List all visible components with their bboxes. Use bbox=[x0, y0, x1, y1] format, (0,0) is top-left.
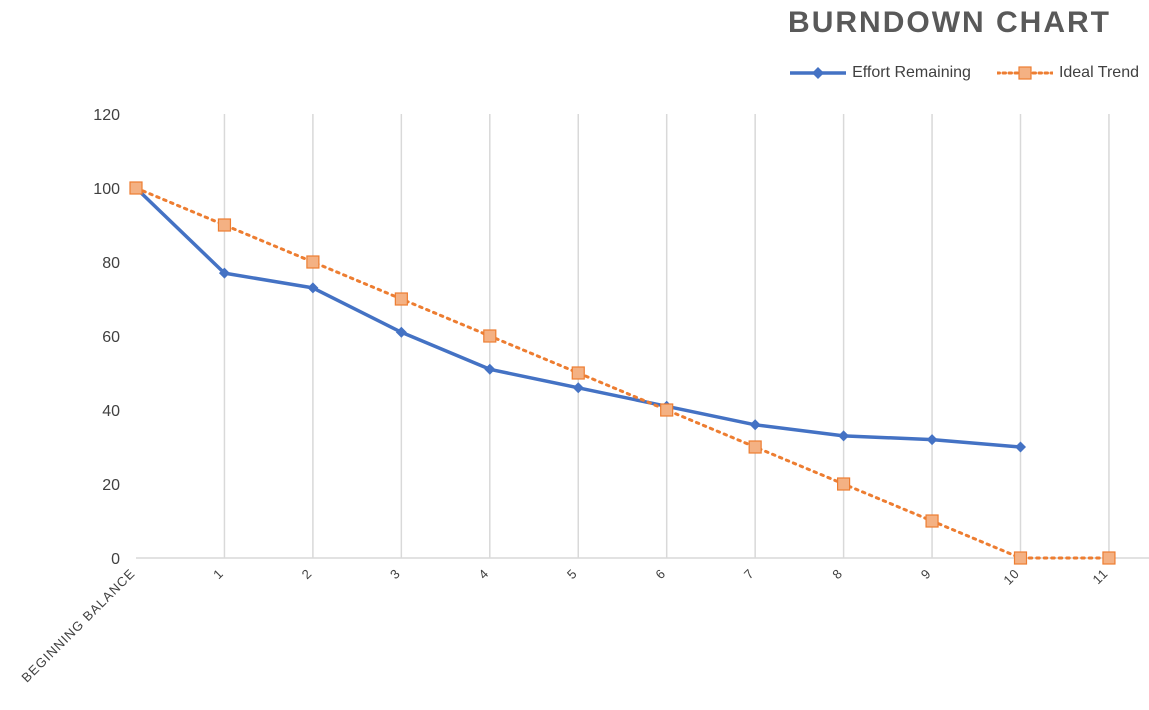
x-tick-label: 10 bbox=[1000, 566, 1022, 588]
legend-item-ideal-trend: Ideal Trend bbox=[996, 64, 1139, 82]
legend: Effort Remaining Ideal Trend bbox=[764, 64, 1139, 82]
x-tick-label: 2 bbox=[299, 566, 315, 582]
x-tick-label: 7 bbox=[741, 566, 757, 582]
y-tick-label: 60 bbox=[102, 329, 120, 346]
data-point-ideal-trend bbox=[483, 329, 497, 343]
x-tick-label: 4 bbox=[475, 566, 491, 582]
data-point-ideal-trend bbox=[660, 403, 674, 417]
legend-swatch-ideal-trend bbox=[996, 66, 1053, 80]
x-tick-label: BEGINNING BALANCE bbox=[18, 566, 138, 686]
data-point-effort-remaining bbox=[484, 363, 496, 375]
legend-label-effort-remaining: Effort Remaining bbox=[852, 64, 971, 81]
y-tick-label: 0 bbox=[111, 551, 120, 568]
legend-item-effort-remaining: Effort Remaining bbox=[790, 64, 971, 82]
data-point-ideal-trend bbox=[306, 255, 320, 269]
series-line-ideal-trend bbox=[134, 186, 1111, 560]
x-tick-label: 9 bbox=[918, 566, 934, 582]
data-point-ideal-trend bbox=[1102, 551, 1116, 565]
x-tick-label: 11 bbox=[1090, 566, 1112, 588]
data-point-effort-remaining bbox=[572, 382, 584, 394]
x-tick-label: 6 bbox=[652, 566, 668, 582]
legend-swatch-effort-remaining bbox=[790, 67, 847, 79]
legend-label-ideal-trend: Ideal Trend bbox=[1058, 64, 1139, 81]
data-point-effort-remaining bbox=[749, 419, 761, 431]
data-point-effort-remaining bbox=[307, 282, 319, 294]
x-tick-label: 8 bbox=[829, 566, 845, 582]
x-tick-label: 1 bbox=[210, 566, 226, 582]
data-point-ideal-trend bbox=[129, 181, 143, 195]
x-tick-label: 5 bbox=[564, 566, 580, 582]
data-point-effort-remaining bbox=[395, 326, 407, 338]
x-tick-label: 3 bbox=[387, 566, 403, 582]
chart-title: BURNDOWN CHART bbox=[788, 6, 1111, 39]
data-point-ideal-trend bbox=[571, 366, 585, 380]
data-point-ideal-trend bbox=[748, 440, 762, 454]
data-point-effort-remaining bbox=[838, 430, 850, 442]
y-tick-label: 120 bbox=[93, 107, 120, 124]
data-point-ideal-trend bbox=[217, 218, 232, 232]
data-point-effort-remaining bbox=[1015, 441, 1026, 453]
data-point-ideal-trend bbox=[394, 292, 408, 306]
y-tick-label: 100 bbox=[93, 181, 120, 198]
data-point-effort-remaining bbox=[218, 267, 230, 279]
y-tick-label: 80 bbox=[102, 255, 120, 272]
data-point-ideal-trend bbox=[925, 514, 939, 528]
y-tick-label: 20 bbox=[102, 477, 120, 494]
data-point-ideal-trend bbox=[1013, 551, 1028, 565]
data-point-ideal-trend bbox=[836, 477, 851, 491]
data-point-effort-remaining bbox=[926, 434, 938, 446]
y-tick-label: 40 bbox=[102, 403, 120, 420]
